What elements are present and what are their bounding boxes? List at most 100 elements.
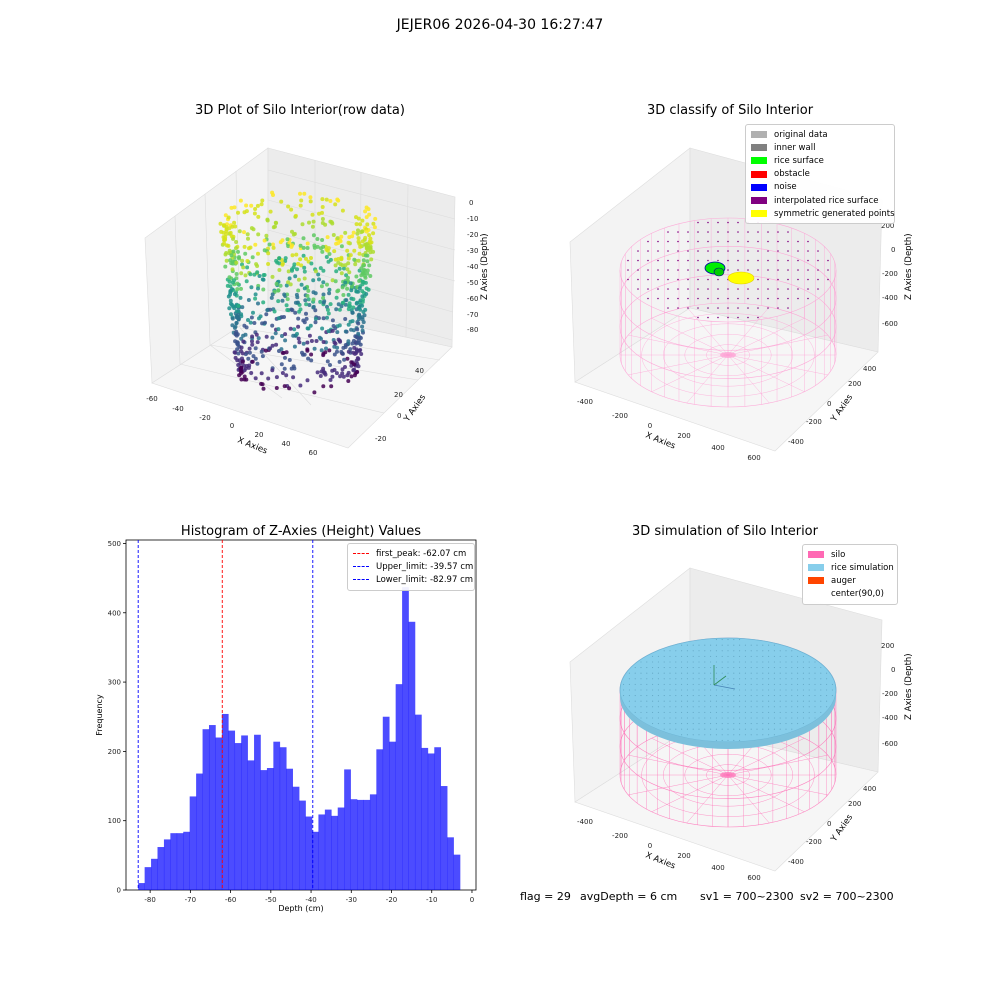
classify-legend-item: inner wall xyxy=(751,141,889,154)
classify-legend-label: symmetric generated points xyxy=(774,208,895,219)
raw-x-tick: 0 xyxy=(230,422,234,430)
histogram-x-tick: -40 xyxy=(305,896,316,904)
raw-data-3d-plot: -60 -40 -20 0 20 40 60 40 20 0 -20 0 -10 -20 -30 -40 -50… xyxy=(144,147,490,457)
histogram-legend-label: first_peak: -62.07 cm xyxy=(376,548,467,559)
classify-y-tick: 400 xyxy=(863,365,876,373)
histogram-bar xyxy=(234,743,242,890)
simulation-legend-swatch xyxy=(808,564,824,572)
simulation-plot-title: 3D simulation of Silo Interior xyxy=(632,524,818,539)
histogram-bar xyxy=(286,768,293,890)
histogram-bar xyxy=(402,587,409,890)
classify-legend-swatch xyxy=(751,197,767,205)
raw-x-tick: 40 xyxy=(282,440,291,448)
classify-x-tick: 400 xyxy=(711,444,724,452)
histogram-bar xyxy=(221,713,229,890)
classify-legend-item: noise xyxy=(751,181,889,194)
raw-x-tick: -20 xyxy=(199,414,210,422)
classify-legend-label: inner wall xyxy=(774,142,816,153)
histogram-x-tick: -50 xyxy=(265,896,276,904)
histogram-bar xyxy=(324,809,332,890)
histogram-bar xyxy=(363,799,371,890)
histogram-bar xyxy=(350,799,358,890)
histogram-bar xyxy=(151,858,158,890)
histogram-bar xyxy=(434,747,442,890)
simulation-legend-item: silo xyxy=(808,548,892,561)
raw-plot-title: 3D Plot of Silo Interior(row data) xyxy=(195,103,405,118)
raw-z-tick: -10 xyxy=(467,215,478,223)
simulation-z-tick: -200 xyxy=(882,690,898,698)
classify-x-tick: -200 xyxy=(612,412,628,420)
classify-legend-label: original data xyxy=(774,129,828,140)
histogram-x-tick: -20 xyxy=(386,896,397,904)
histogram-bar xyxy=(176,833,184,890)
histogram-bar xyxy=(427,753,435,890)
histogram-y-tick: 200 xyxy=(108,748,121,756)
classify-legend-item: obstacle xyxy=(751,168,889,181)
raw-z-tick: 0 xyxy=(469,199,473,207)
classify-legend-item: symmetric generated points xyxy=(751,207,895,220)
histogram-y-tick: 300 xyxy=(108,679,121,687)
histogram-bar xyxy=(382,716,390,890)
simulation-legend-label: silo xyxy=(831,549,846,560)
histogram-bar xyxy=(344,769,351,890)
histogram-bar xyxy=(389,741,396,890)
histogram-bar xyxy=(279,747,287,890)
raw-z-axis-label: Z Axies (Depth) xyxy=(480,233,490,300)
simulation-y-tick: -200 xyxy=(806,838,822,846)
raw-z-tick: -50 xyxy=(467,279,478,287)
raw-x-axis-label: X Axies xyxy=(236,436,269,457)
histogram-x-tick: -80 xyxy=(144,896,155,904)
rice-simulation-surface xyxy=(619,637,837,749)
histogram-y-tick: 500 xyxy=(108,540,121,548)
flag-text: flag = 29 xyxy=(520,890,571,903)
raw-y-tick: 40 xyxy=(415,367,424,375)
histogram-bar xyxy=(138,883,145,890)
histogram-bar xyxy=(228,730,236,890)
classify-legend-label: rice surface xyxy=(774,155,824,166)
histogram-legend-line xyxy=(353,579,369,581)
histogram-bar xyxy=(453,854,461,890)
raw-y-tick: -20 xyxy=(375,435,386,443)
classify-x-tick: 0 xyxy=(648,422,652,430)
simulation-legend-label: center(90,0) xyxy=(831,589,884,600)
histogram-y-axis-label: Frequency xyxy=(95,694,104,736)
histogram-bar xyxy=(202,729,210,890)
histogram-bar xyxy=(357,799,364,890)
simulation-x-tick: -200 xyxy=(612,832,628,840)
histogram-bar xyxy=(183,831,190,890)
raw-x-tick: 20 xyxy=(255,431,264,439)
rice-surface-cluster xyxy=(704,261,726,277)
raw-x-tick: -40 xyxy=(172,405,183,413)
raw-z-tick: -80 xyxy=(467,326,478,334)
histogram-legend-item: Lower_limit: -82.97 cm xyxy=(353,573,473,586)
histogram-y-tick: 400 xyxy=(108,609,121,617)
figure-title: JEJER06 2026-04-30 16:27:47 xyxy=(396,17,604,33)
classify-legend-item: interpolated rice surface xyxy=(751,194,889,207)
avg-depth-text: avgDepth = 6 cm xyxy=(580,890,678,903)
simulation-legend: silo rice simulation auger center(90,0) xyxy=(802,544,898,605)
histogram-bar xyxy=(144,867,152,890)
classify-y-axis-label: Y Axies xyxy=(829,392,856,424)
histogram-bar xyxy=(241,735,248,890)
raw-z-tick: -30 xyxy=(467,247,478,255)
histogram-bar xyxy=(421,747,429,890)
histogram-x-tick: -70 xyxy=(185,896,196,904)
histogram-bar xyxy=(189,796,197,890)
classify-z-tick: 200 xyxy=(881,222,894,230)
raw-z-tick: -40 xyxy=(467,263,478,271)
raw-z-tick: -60 xyxy=(467,295,478,303)
simulation-3d-plot: -400-20002004006004002000-200-4002000-20… xyxy=(569,567,914,880)
simulation-z-tick: 200 xyxy=(881,642,894,650)
simulation-z-tick: -400 xyxy=(882,714,898,722)
histogram-y-tick: 100 xyxy=(108,817,121,825)
classify-legend-item: original data xyxy=(751,128,889,141)
simulation-legend-label: rice simulation xyxy=(831,562,894,573)
histogram-bar xyxy=(395,684,403,890)
sv1-text: sv1 = 700~2300 xyxy=(700,890,794,903)
histogram-legend-label: Upper_limit: -39.57 cm xyxy=(376,561,474,572)
histogram-x-axis-label: Depth (cm) xyxy=(278,904,323,913)
histogram-bar xyxy=(440,786,448,890)
histogram-x-tick: 0 xyxy=(470,896,474,904)
raw-z-tick: -20 xyxy=(467,231,478,239)
classify-legend-swatch xyxy=(751,170,767,178)
